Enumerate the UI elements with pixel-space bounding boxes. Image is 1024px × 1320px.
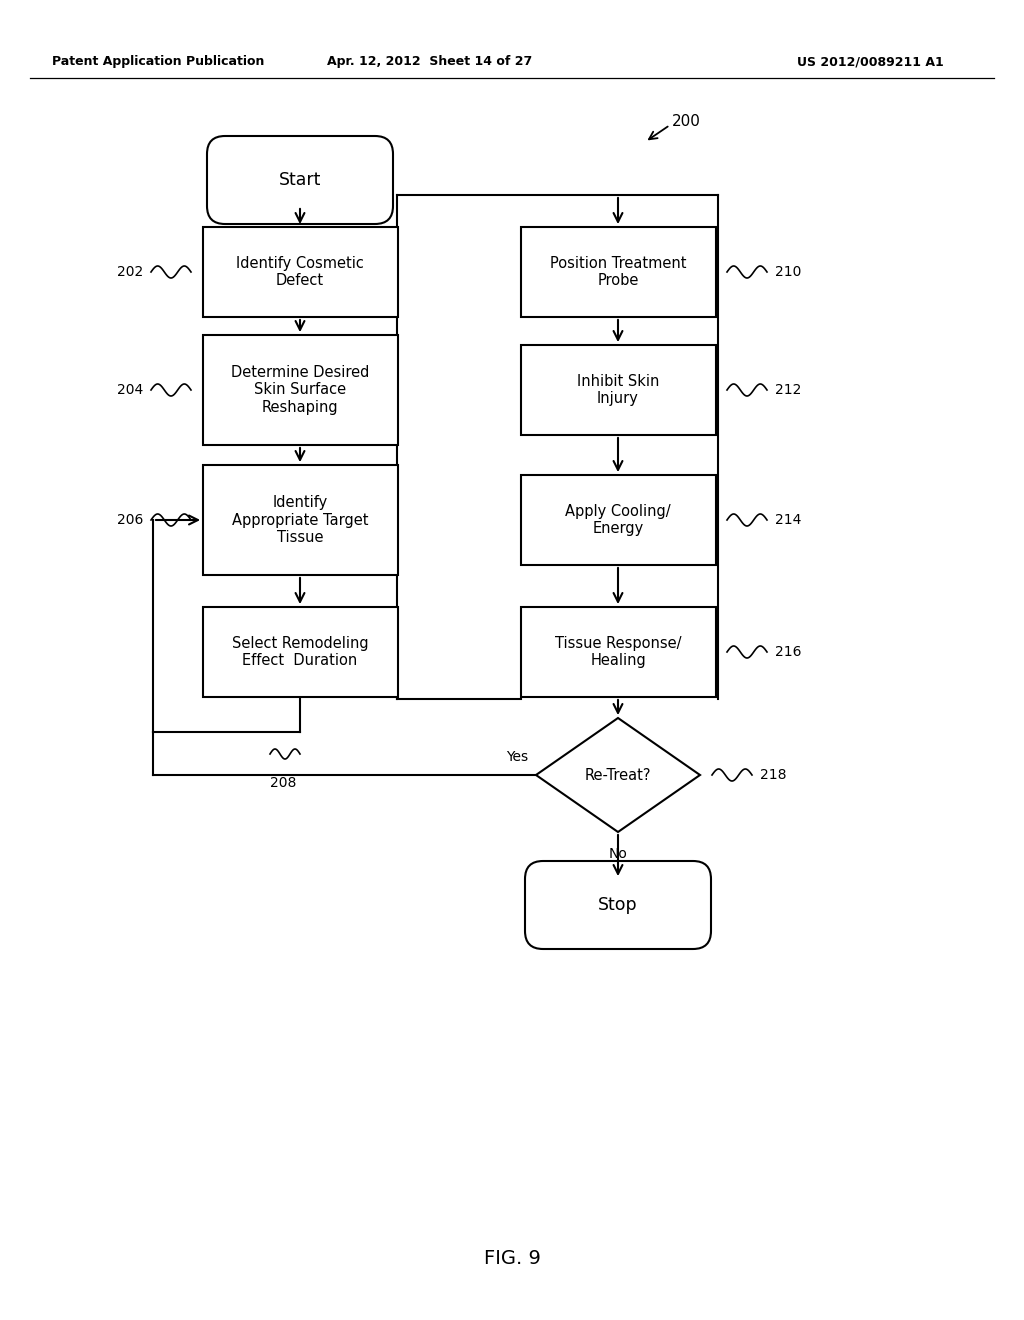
Text: 204: 204: [117, 383, 143, 397]
Text: 218: 218: [760, 768, 786, 781]
Text: Tissue Response/
Healing: Tissue Response/ Healing: [555, 636, 681, 668]
Text: 214: 214: [775, 513, 802, 527]
Text: 202: 202: [117, 265, 143, 279]
Text: Start: Start: [279, 172, 322, 189]
Text: 208: 208: [269, 776, 296, 789]
Text: Determine Desired
Skin Surface
Reshaping: Determine Desired Skin Surface Reshaping: [230, 366, 370, 414]
Text: Patent Application Publication: Patent Application Publication: [52, 55, 264, 69]
Bar: [520, 345, 716, 436]
Text: Identify
Appropriate Target
Tissue: Identify Appropriate Target Tissue: [231, 495, 369, 545]
Text: 206: 206: [117, 513, 143, 527]
Text: Inhibit Skin
Injury: Inhibit Skin Injury: [577, 374, 659, 407]
Bar: [203, 465, 397, 576]
Bar: [203, 335, 397, 445]
Text: Position Treatment
Probe: Position Treatment Probe: [550, 256, 686, 288]
Text: Apply Cooling/
Energy: Apply Cooling/ Energy: [565, 504, 671, 536]
FancyBboxPatch shape: [207, 136, 393, 224]
Bar: [520, 607, 716, 697]
Text: FIG. 9: FIG. 9: [483, 1249, 541, 1267]
Text: Re-Treat?: Re-Treat?: [585, 767, 651, 783]
Bar: [520, 227, 716, 317]
Text: 200: 200: [672, 115, 700, 129]
Text: Stop: Stop: [598, 896, 638, 913]
Text: No: No: [608, 847, 628, 861]
Bar: [203, 607, 397, 697]
Polygon shape: [536, 718, 700, 832]
Text: Select Remodeling
Effect  Duration: Select Remodeling Effect Duration: [231, 636, 369, 668]
FancyBboxPatch shape: [525, 861, 711, 949]
Text: Apr. 12, 2012  Sheet 14 of 27: Apr. 12, 2012 Sheet 14 of 27: [328, 55, 532, 69]
Text: Yes: Yes: [506, 750, 528, 764]
Bar: [520, 475, 716, 565]
Text: 210: 210: [775, 265, 802, 279]
Bar: [203, 227, 397, 317]
Text: 212: 212: [775, 383, 802, 397]
Text: Identify Cosmetic
Defect: Identify Cosmetic Defect: [237, 256, 364, 288]
Text: US 2012/0089211 A1: US 2012/0089211 A1: [797, 55, 943, 69]
Text: 216: 216: [775, 645, 802, 659]
